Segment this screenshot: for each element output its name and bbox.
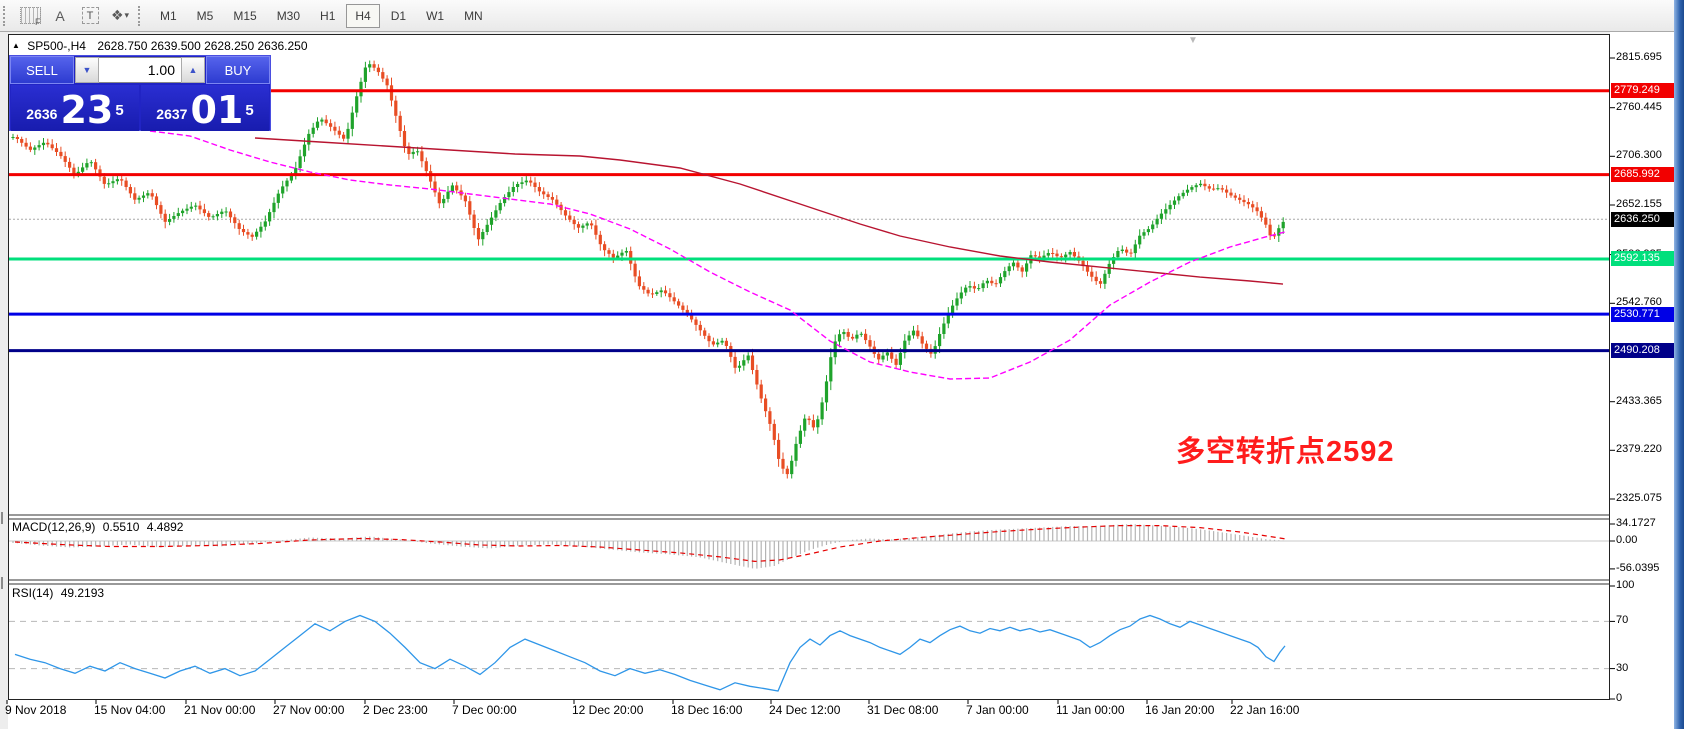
macd-axis-tick: -56.0395 (1616, 562, 1660, 574)
price-axis-tick: 2325.075 (1616, 492, 1662, 504)
time-axis-label: 11 Jan 00:00 (1056, 703, 1125, 717)
chart-title: ▲ SP500-,H4 2628.750 2639.500 2628.250 2… (12, 39, 308, 53)
left-margin (0, 31, 8, 729)
time-axis-label: 31 Dec 08:00 (867, 703, 939, 717)
sell-price-prefix: 2636 (26, 106, 58, 122)
volume-input[interactable]: 1.00 (99, 57, 181, 83)
price-axis-gutter[interactable] (1610, 31, 1674, 729)
timeframe-toolbar-grip[interactable] (138, 5, 144, 26)
price-level-badge: 2530.771 (1611, 307, 1674, 322)
timeframe-button-m5[interactable]: M5 (196, 8, 214, 23)
sell-price-big-digits: 23 (60, 88, 114, 132)
chart-plot-area[interactable] (8, 34, 1610, 700)
timeframe-button-h4[interactable]: H4 (346, 3, 380, 28)
chevron-down-icon: ▾ (124, 10, 130, 20)
ohlc-values: 2628.750 2639.500 2628.250 2636.250 (97, 39, 308, 53)
time-axis-label: 9 Nov 2018 (5, 703, 67, 717)
price-axis-tick: 2379.220 (1616, 443, 1662, 455)
buy-price-pip: 5 (245, 102, 254, 119)
price-axis-tick: 2760.445 (1616, 101, 1662, 113)
price-axis-tick: 2433.365 (1616, 395, 1662, 407)
timeframe-bar: M1 M5 M15 M30 H1 H4 D1 W1 MN (150, 3, 493, 28)
timeframe-button-m15[interactable]: M15 (233, 8, 257, 23)
time-axis-label: 7 Jan 00:00 (966, 703, 1029, 717)
volume-decrease-button[interactable]: ▼ (75, 57, 99, 83)
timeframe-button-d1[interactable]: D1 (390, 8, 407, 23)
rsi-axis-tick: 0 (1616, 692, 1623, 704)
sell-button[interactable]: SELL (10, 56, 74, 84)
sell-price-box[interactable]: 2636 23 5 (11, 85, 139, 131)
price-level-badge: 2636.250 (1611, 212, 1674, 227)
time-axis-label: 18 Dec 16:00 (671, 703, 743, 717)
timeframe-button-m1[interactable]: M1 (160, 8, 177, 23)
charts-grid-glyph: F (19, 7, 41, 27)
charts-grid-icon[interactable]: F (17, 4, 43, 28)
toolbar-grip[interactable] (3, 5, 9, 26)
price-level-badge: 2685.992 (1611, 167, 1674, 182)
macd-axis-tick: 34.1727 (1616, 517, 1656, 529)
timeframe-button-h1[interactable]: H1 (320, 8, 336, 23)
rsi-splitter-grip[interactable] (1, 577, 9, 589)
price-level-badge: 2592.135 (1611, 251, 1674, 266)
timeframe-button-m30[interactable]: M30 (276, 8, 301, 23)
price-axis-tick: 2652.155 (1616, 198, 1662, 210)
time-axis-label: 27 Nov 00:00 (273, 703, 345, 717)
collapse-triangle-icon[interactable]: ▲ (12, 41, 20, 50)
text-box-glyph: T (81, 7, 99, 24)
trend-annotation-text: 多空转折点2592 (1176, 436, 1395, 468)
rsi-axis-tick: 30 (1616, 662, 1629, 674)
price-level-badge: 2490.208 (1611, 343, 1674, 358)
one-click-trading-panel: SELL ▼ 1.00 ▲ BUY 2636 23 5 2637 01 5 (9, 55, 271, 131)
chart-scroll-marker-icon[interactable]: ▼ (1188, 35, 1198, 46)
volume-stepper: ▼ 1.00 ▲ (74, 56, 206, 84)
rsi-axis-tick: 70 (1616, 614, 1629, 626)
toolbar: F A T ❖ ▾ M1 M5 M15 M30 H1 H4 D1 W1 MN (0, 0, 1684, 32)
macd-signal-value: 4.4892 (146, 520, 184, 534)
macd-axis-tick: 0.00 (1616, 534, 1638, 546)
time-axis-label: 24 Dec 12:00 (769, 703, 841, 717)
timeframe-button-w1[interactable]: W1 (426, 8, 445, 23)
buy-price-box[interactable]: 2637 01 5 (141, 85, 269, 131)
rsi-axis-tick: 100 (1616, 579, 1635, 591)
shapes-icon[interactable]: ❖ ▾ (107, 4, 133, 28)
timeframe-button-mn[interactable]: MN (464, 8, 483, 23)
time-axis-label: 15 Nov 04:00 (94, 703, 166, 717)
time-axis-label: 22 Jan 16:00 (1230, 703, 1300, 717)
text-box-icon[interactable]: T (77, 4, 103, 28)
buy-price-prefix: 2637 (156, 106, 188, 122)
price-axis-tick: 2542.760 (1616, 296, 1662, 308)
time-axis-label: 16 Jan 20:00 (1145, 703, 1215, 717)
volume-increase-button[interactable]: ▲ (181, 57, 205, 83)
buy-price-big-digits: 01 (190, 88, 244, 132)
sell-price-pip: 5 (115, 102, 124, 119)
price-level-badge: 2779.249 (1611, 83, 1674, 98)
price-axis-tick: 2815.695 (1616, 51, 1662, 63)
macd-splitter-grip[interactable] (1, 512, 9, 524)
rsi-label: RSI(14) 49.2193 (12, 586, 105, 600)
time-axis-label: 12 Dec 20:00 (572, 703, 644, 717)
symbol-period-label: SP500-,H4 (27, 39, 86, 53)
time-axis-label: 7 Dec 00:00 (452, 703, 517, 717)
time-axis-label: 2 Dec 23:00 (363, 703, 428, 717)
macd-label: MACD(12,26,9) 0.5510 4.4892 (12, 520, 184, 534)
time-axis-gutter[interactable] (0, 700, 1674, 729)
buy-button[interactable]: BUY (206, 56, 270, 84)
window-edge (1674, 0, 1684, 729)
shapes-glyph: ❖ (110, 7, 124, 23)
rsi-value: 49.2193 (60, 586, 105, 600)
price-axis-tick: 2706.300 (1616, 149, 1662, 161)
time-axis-label: 21 Nov 00:00 (184, 703, 256, 717)
text-label-icon[interactable]: A (55, 7, 65, 24)
macd-main-value: 0.5510 (102, 520, 140, 534)
